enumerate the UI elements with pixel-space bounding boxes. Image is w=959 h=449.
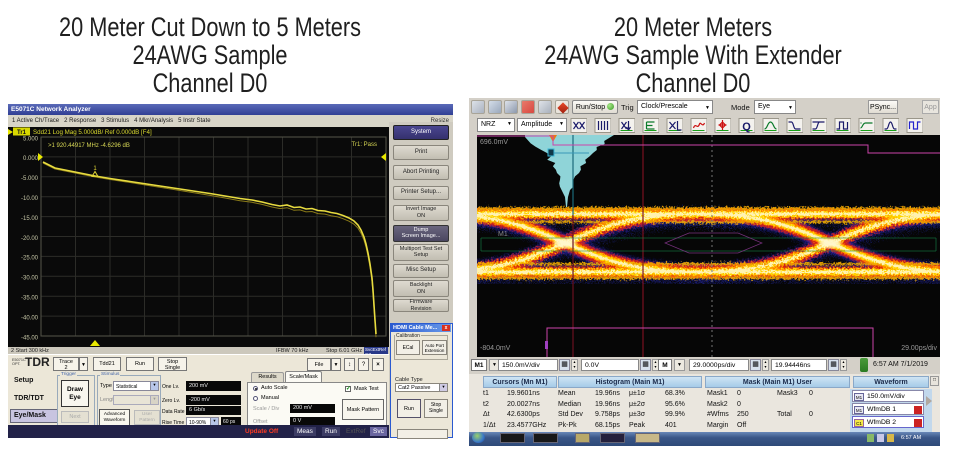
- svg-text:-45.00: -45.00: [21, 335, 39, 341]
- svg-text:-804.0mV: -804.0mV: [480, 345, 511, 352]
- svg-text:0.000: 0.000: [23, 156, 39, 162]
- svg-text:-15.00: -15.00: [21, 216, 39, 222]
- svg-text:Sdd21 Log Mag 5.000dB/ Ref 0.0: Sdd21 Log Mag 5.000dB/ Ref 0.000dB [F4]: [33, 129, 152, 136]
- svg-text:696.0mV: 696.0mV: [480, 139, 508, 146]
- svg-text:5.000: 5.000: [23, 136, 39, 142]
- svg-text:-35.00: -35.00: [21, 296, 39, 302]
- svg-text:Tr1: Tr1: [17, 130, 27, 136]
- svg-text:1: 1: [93, 166, 97, 172]
- svg-text:-40.00: -40.00: [21, 315, 39, 321]
- svg-text:-30.00: -30.00: [21, 276, 39, 282]
- svg-text:29.00ps/div: 29.00ps/div: [901, 345, 937, 352]
- svg-text:>1 920.44917 MHz -4.6296 dB: >1 920.44917 MHz -4.6296 dB: [48, 143, 130, 149]
- svg-text:M1: M1: [498, 231, 508, 238]
- svg-text:Tr1: Pass: Tr1: Pass: [352, 142, 377, 148]
- svg-text:-5.000: -5.000: [21, 176, 39, 182]
- svg-text:-25.00: -25.00: [21, 256, 39, 262]
- svg-text:-20.00: -20.00: [21, 236, 39, 242]
- svg-text:Q: Q: [742, 121, 751, 133]
- svg-text:-10.00: -10.00: [21, 196, 39, 202]
